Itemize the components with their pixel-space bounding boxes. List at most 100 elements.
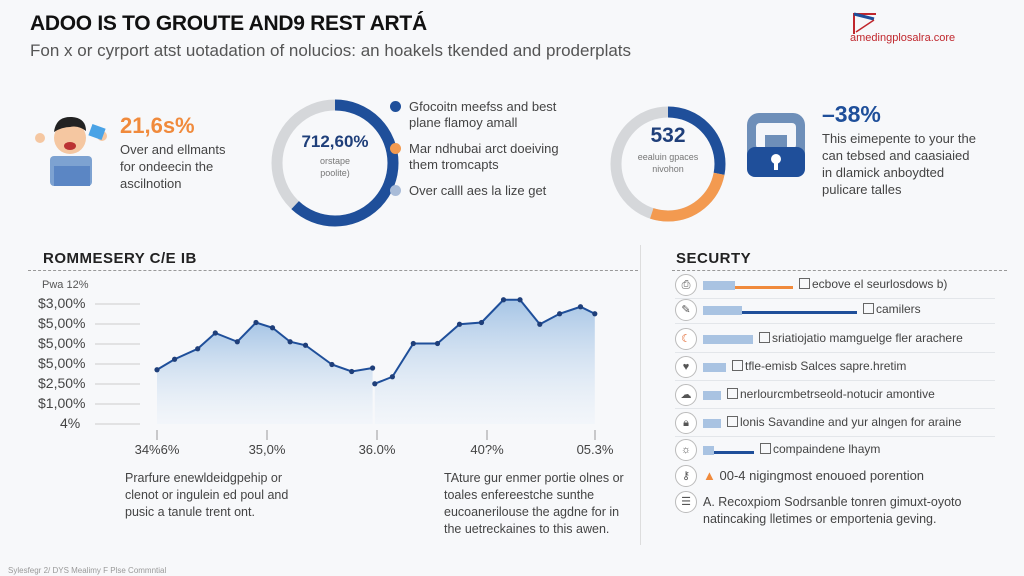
- donut1-legend: Gfocoitn meefss and best plane flamoy ama…: [390, 99, 559, 209]
- security-bar: [703, 281, 735, 290]
- data-point: [537, 321, 543, 327]
- data-point: [269, 325, 276, 331]
- security-item-text: nerlourcmbetrseold-notucir amontive: [727, 387, 935, 401]
- security-item-text: sriatiojatio mamguelge fler arachere: [759, 331, 963, 345]
- chart-title: ROMMESERY C/E IB: [43, 250, 197, 267]
- data-point: [517, 297, 523, 303]
- y-axis-label: Pwa 12%: [42, 279, 89, 291]
- divider: [640, 245, 641, 545]
- x-tick-label: 35,0%: [248, 442, 286, 457]
- data-point: [287, 339, 293, 345]
- logo: amedingplosalra.core: [850, 12, 990, 52]
- data-point: [234, 339, 240, 345]
- data-point: [195, 346, 201, 352]
- cloud-icon: ☁: [675, 384, 697, 406]
- security-line: [735, 286, 793, 289]
- security-item: ☁ nerlourcmbetrseold-notucir amontive: [675, 383, 995, 409]
- x-tick-label: 36.0%: [358, 442, 396, 457]
- warning-icon: ▲: [703, 468, 716, 483]
- stat1-text: Over and ellmants for ondeecin the ascilno…: [120, 142, 226, 191]
- security-bar: [703, 446, 714, 455]
- data-point: [577, 304, 584, 310]
- data-point: [456, 321, 463, 327]
- donut1-label: 712,60% orstape poolite): [301, 132, 369, 178]
- security-item: ☰ A. Recoxpiom Sodrsanble tonren gimuxt-o…: [675, 490, 995, 526]
- chart-annotation-left: Prarfure enewldeidgpehip or clenot or ing…: [125, 471, 289, 519]
- security-item-text: ▲ 00-4 nigingmost enouoed porention: [703, 468, 925, 483]
- lock-icon: 🔒︎: [675, 412, 697, 434]
- series-line: [374, 298, 596, 385]
- donut-chart-1: [271, 99, 399, 227]
- data-point: [500, 297, 507, 303]
- chart-annotation-right: TAture gur enmer portie olnes or toales e…: [444, 471, 624, 536]
- checkbox-icon: [727, 388, 738, 399]
- security-item: ☼ compaindene lhaym: [675, 438, 995, 464]
- security-item: ⎙ ecbove el seurlosdows b): [675, 273, 995, 299]
- page-title: ADOO IS TO GROUTE AND9 REST ARTÁ: [30, 12, 427, 35]
- footer-text: Sylesfegr 2/ DYS Mealimy F Plse Commntia…: [8, 566, 167, 575]
- checkbox-icon: [732, 360, 743, 371]
- security-bar: [703, 391, 721, 400]
- data-point: [154, 367, 160, 373]
- data-point: [478, 319, 485, 326]
- y-tick-label: $5,00%: [38, 315, 86, 331]
- data-point: [253, 319, 259, 326]
- security-line: [714, 451, 754, 454]
- security-item: ✎ camilers: [675, 298, 995, 324]
- security-title: SECURTY: [676, 250, 752, 267]
- security-item-text: tfle-emisb Salces sapre.hretim: [732, 359, 906, 373]
- security-item-text: A. Recoxpiom Sodrsanble tonren gimuxt-oy…: [703, 495, 962, 526]
- y-tick-label: $5,00%: [38, 335, 86, 351]
- security-bar: [703, 419, 721, 428]
- tool-icon: ✎: [675, 299, 697, 321]
- data-point: [172, 356, 178, 362]
- key-icon: ⚷: [675, 465, 697, 487]
- security-item-text: lonis Savandine and yur alngen for arain…: [727, 415, 961, 429]
- stat1-value: 21,6s%: [120, 113, 195, 138]
- logo-text: amedingplosalra.core: [850, 32, 956, 44]
- data-point: [349, 368, 355, 375]
- printer-icon: ⎙: [675, 274, 697, 296]
- donut2-orange-arc: [610, 106, 726, 222]
- y-tick-label: 4%: [60, 415, 81, 431]
- data-point: [302, 342, 309, 348]
- donut2-blue-arc: [610, 106, 726, 222]
- donut2-label: 532 eealuin gpaces nivohon: [637, 124, 699, 174]
- line-area-chart: [95, 297, 598, 440]
- list-icon: ☰: [675, 491, 697, 513]
- data-point: [557, 311, 563, 317]
- data-point: [410, 340, 416, 347]
- data-point: [329, 361, 335, 368]
- x-tick-label: 05.3%: [576, 442, 614, 457]
- padlock-icon: [747, 113, 805, 177]
- security-item: 🔒︎ lonis Savandine and yur alngen for ara…: [675, 411, 995, 437]
- x-tick-label: 34%6%: [134, 442, 180, 457]
- page-subtitle: Fon x or cyrport atst uotadation of nolu…: [30, 41, 632, 60]
- data-point: [372, 381, 378, 387]
- stat2-value: –38%: [822, 101, 881, 127]
- series-line: [156, 321, 373, 373]
- divider: [28, 270, 638, 271]
- legend-item: Over calll aes la lize get: [390, 183, 559, 199]
- checkbox-icon: [799, 278, 810, 289]
- y-tick-label: $2,50%: [38, 375, 86, 391]
- donut1-blue-arc: [271, 99, 399, 227]
- checkbox-icon: [759, 332, 770, 343]
- security-item: ☾ sriatiojatio mamguelge fler arachere: [675, 327, 995, 353]
- stat2-text: This eimepente to your the can tebsed and…: [822, 131, 976, 197]
- person-laptop-icon: [35, 116, 107, 186]
- security-bar: [703, 306, 742, 315]
- legend-item: Gfocoitn meefss and best plane flamoy ama…: [390, 99, 559, 131]
- x-tick-label: 40?%: [470, 442, 504, 457]
- security-item-text: camilers: [863, 302, 921, 316]
- divider: [672, 270, 1007, 271]
- y-tick-label: $3,00%: [38, 295, 86, 311]
- series-area: [157, 322, 373, 424]
- checkbox-icon: [863, 303, 874, 314]
- logo-flag-icon: [853, 12, 876, 34]
- series-area: [374, 299, 595, 424]
- y-tick-label: $5,00%: [38, 355, 86, 371]
- heart-icon: ♥: [675, 356, 697, 378]
- y-tick-label: $1,00%: [38, 395, 86, 411]
- security-item-text: compaindene lhaym: [760, 442, 880, 456]
